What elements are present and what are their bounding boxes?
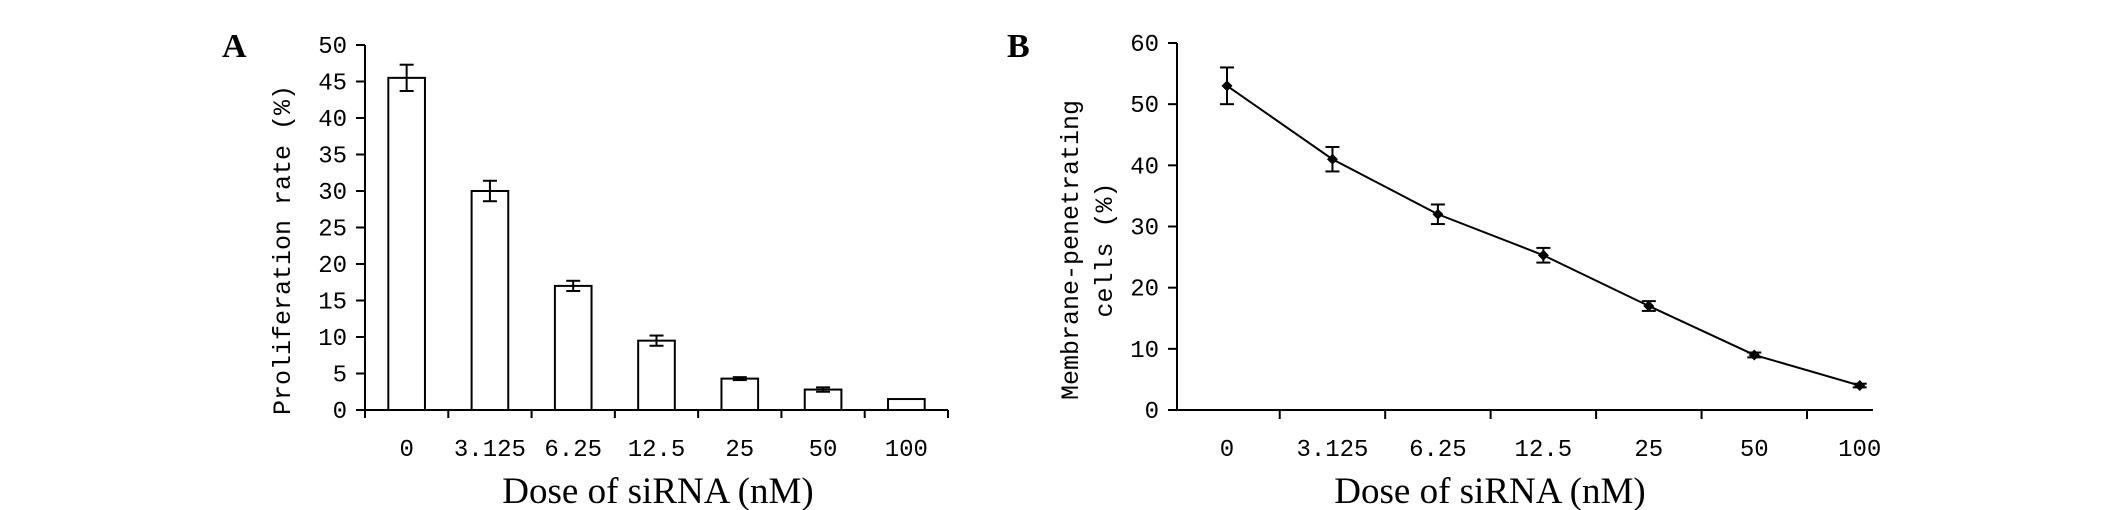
panel-a-bar [470, 190, 510, 411]
panel-a-x-ticks: 0 3.125 6.25 12.5 25 50 100 [364, 410, 949, 464]
panel-a-y-axis-title: Proliferation rate (%) [269, 85, 298, 415]
panel-b-data-point [1854, 380, 1866, 392]
panel-a-y-tick-label: 5 [333, 363, 347, 390]
panel-b-y-axis-title-line2: cells (%) [1091, 182, 1120, 317]
panel-a-y-tick-label: 20 [318, 253, 347, 280]
panel-a-bar [887, 398, 926, 411]
panel-a-y-tick-label: 40 [318, 107, 347, 134]
panel-b-y-tick-label: 10 [1130, 338, 1159, 365]
panel-b-x-tick-label: 25 [1634, 437, 1663, 464]
panel-b-y-tick-label: 20 [1130, 277, 1159, 304]
panel-b-y-ticks: 0 10 20 30 40 50 60 [1130, 32, 1177, 426]
panel-b-y-tick-label: 40 [1130, 154, 1159, 181]
panel-a-y-tick-label: 15 [318, 290, 347, 317]
panel-a-x-tick-label: 6.25 [544, 437, 602, 464]
panel-b-data-point [1432, 208, 1444, 220]
panel-a-x-tick-label: 3.125 [454, 437, 526, 464]
panel-b-line-chart: B Membrane-penetrating cells (%) Dose of… [1007, 28, 1881, 510]
panel-a-y-tick-label: 35 [318, 144, 347, 171]
panel-b-series [1221, 80, 1866, 392]
panel-b-letter: B [1007, 28, 1030, 65]
panel-b-x-ticks: 0 3.125 6.25 12.5 25 50 100 [1220, 410, 1881, 464]
panel-a-bars [387, 76, 926, 411]
panel-b-data-point [1326, 153, 1338, 165]
panel-a-letter: A [222, 28, 247, 65]
panel-a-y-ticks: 0 5 10 15 20 25 30 35 40 45 50 [318, 34, 365, 426]
panel-a-x-axis-title: Dose of siRNA (nM) [502, 471, 813, 510]
panel-a-bar-chart: A Proliferation rate (%) Dose of siRNA (… [222, 28, 949, 510]
panel-b-y-tick-label: 50 [1130, 93, 1159, 120]
panel-b-series-line [1226, 84, 1861, 387]
panel-a-bar [720, 377, 760, 411]
panel-b-x-tick-label: 50 [1740, 437, 1769, 464]
panel-a-bar [553, 284, 593, 411]
panel-a-x-tick-label: 12.5 [628, 437, 686, 464]
panel-a-bar [637, 339, 676, 411]
panel-a-x-tick-label: 25 [725, 437, 754, 464]
panel-b-y-axis-title-line1: Membrane-penetrating [1057, 100, 1086, 400]
panel-b-y-tick-label: 0 [1145, 399, 1159, 426]
panel-b-data-point [1537, 249, 1549, 261]
panel-a-y-tick-label: 50 [318, 34, 347, 61]
panel-a-y-tick-label: 25 [318, 217, 347, 244]
panel-b-data-point [1643, 300, 1655, 312]
panel-a-bar [387, 76, 426, 411]
panel-a-x-tick-label: 0 [399, 437, 413, 464]
panel-b-error-bars [1220, 66, 1867, 389]
panel-a-error-bars [399, 63, 831, 393]
panel-a-y-tick-label: 45 [318, 71, 347, 98]
panel-b-x-tick-label: 3.125 [1296, 437, 1368, 464]
panel-b-x-tick-label: 6.25 [1409, 437, 1467, 464]
panel-b-data-point [1748, 349, 1760, 361]
panel-a-x-tick-label: 50 [809, 437, 838, 464]
panel-b-x-tick-label: 12.5 [1515, 437, 1573, 464]
panel-b-x-axis-title: Dose of siRNA (nM) [1334, 471, 1645, 510]
panel-b-x-tick-label: 100 [1838, 437, 1881, 464]
panel-b-y-tick-label: 60 [1130, 32, 1159, 59]
panel-b-axes [1176, 43, 1873, 411]
panel-a-y-tick-label: 10 [318, 326, 347, 353]
panel-b-x-tick-label: 0 [1220, 437, 1234, 464]
panel-a-x-tick-label: 100 [885, 437, 928, 464]
panel-a-y-tick-label: 30 [318, 180, 347, 207]
panel-b-data-point [1221, 80, 1233, 92]
panel-b-y-tick-label: 30 [1130, 216, 1159, 243]
panel-a-y-tick-label: 0 [333, 399, 347, 426]
